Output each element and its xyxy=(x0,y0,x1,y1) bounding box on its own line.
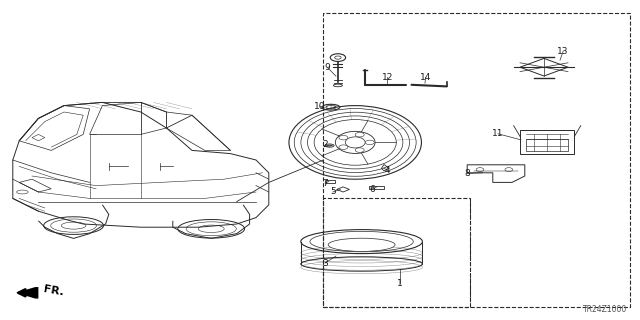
Text: 2: 2 xyxy=(323,140,328,149)
Text: 9: 9 xyxy=(325,63,330,72)
Polygon shape xyxy=(16,287,38,299)
Circle shape xyxy=(339,135,348,140)
Text: 1: 1 xyxy=(397,279,403,288)
Text: 8: 8 xyxy=(465,169,470,178)
Text: 5: 5 xyxy=(330,188,335,196)
Bar xyxy=(520,130,575,154)
Circle shape xyxy=(355,132,364,137)
Text: 10: 10 xyxy=(314,102,326,111)
Bar xyxy=(325,180,335,183)
Circle shape xyxy=(365,140,374,145)
Bar xyxy=(323,198,470,307)
Bar xyxy=(369,186,384,189)
Text: 11: 11 xyxy=(492,129,504,138)
Bar xyxy=(323,13,630,307)
Circle shape xyxy=(339,145,348,149)
Text: 12: 12 xyxy=(381,73,393,82)
Text: FR.: FR. xyxy=(43,284,65,298)
Text: TR24Z1000: TR24Z1000 xyxy=(583,305,627,314)
Circle shape xyxy=(355,148,364,152)
Text: 4: 4 xyxy=(385,166,390,175)
Bar xyxy=(526,139,568,151)
Text: 13: 13 xyxy=(557,47,569,56)
Text: 3: 3 xyxy=(323,259,328,268)
Text: 7: 7 xyxy=(323,179,328,188)
Text: 6: 6 xyxy=(369,185,374,194)
Text: 14: 14 xyxy=(420,73,431,82)
Ellipse shape xyxy=(328,238,395,252)
